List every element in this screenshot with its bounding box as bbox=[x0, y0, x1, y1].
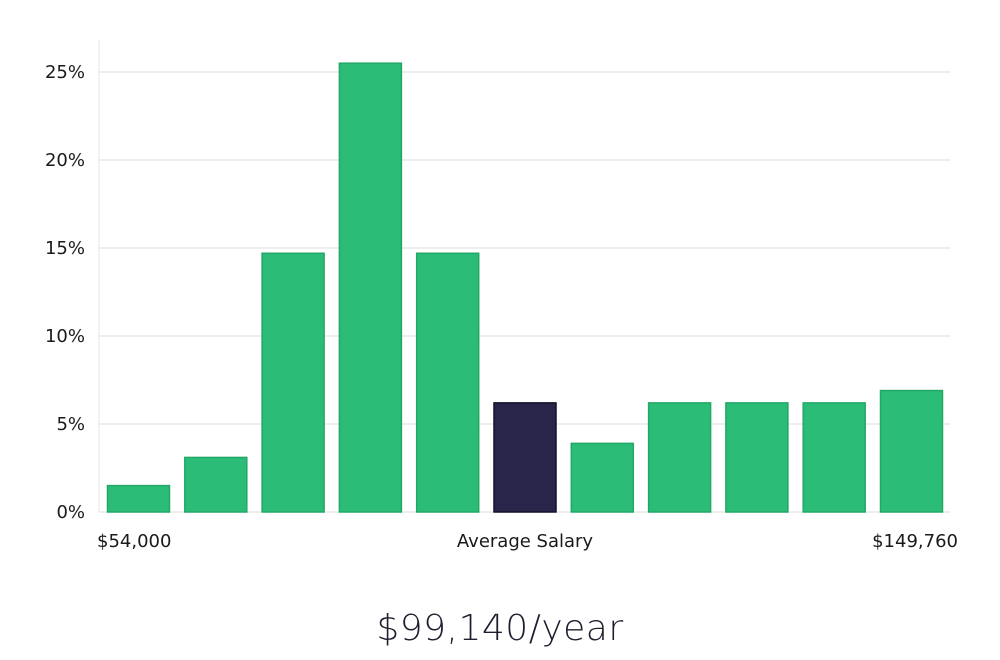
y-tick-label: 10% bbox=[45, 326, 85, 347]
histogram-bar bbox=[570, 442, 635, 513]
y-tick-label: 25% bbox=[45, 62, 85, 83]
average-salary-value: $99,140/year bbox=[376, 608, 624, 649]
x-label-average: Average Salary bbox=[457, 531, 594, 552]
y-tick-label: 0% bbox=[56, 502, 85, 523]
y-tick-labels: 0% 5% 10% 15% 20% 25% bbox=[45, 62, 85, 523]
bar-average-salary bbox=[493, 402, 557, 513]
y-tick-label: 15% bbox=[45, 238, 85, 259]
histogram-bar bbox=[879, 389, 944, 513]
x-label-min: $54,000 bbox=[97, 531, 171, 552]
histogram-bar bbox=[415, 252, 480, 513]
bars bbox=[106, 62, 944, 513]
x-label-max: $149,760 bbox=[872, 531, 958, 552]
histogram-bar bbox=[184, 456, 248, 513]
histogram-bar bbox=[725, 402, 789, 513]
histogram-bar bbox=[802, 402, 866, 513]
histogram-bar bbox=[338, 62, 403, 513]
histogram-bar bbox=[647, 402, 712, 513]
y-tick-label: 5% bbox=[56, 414, 85, 435]
histogram-bar bbox=[106, 484, 171, 513]
y-tick-label: 20% bbox=[45, 150, 85, 171]
histogram-bar bbox=[261, 252, 325, 513]
